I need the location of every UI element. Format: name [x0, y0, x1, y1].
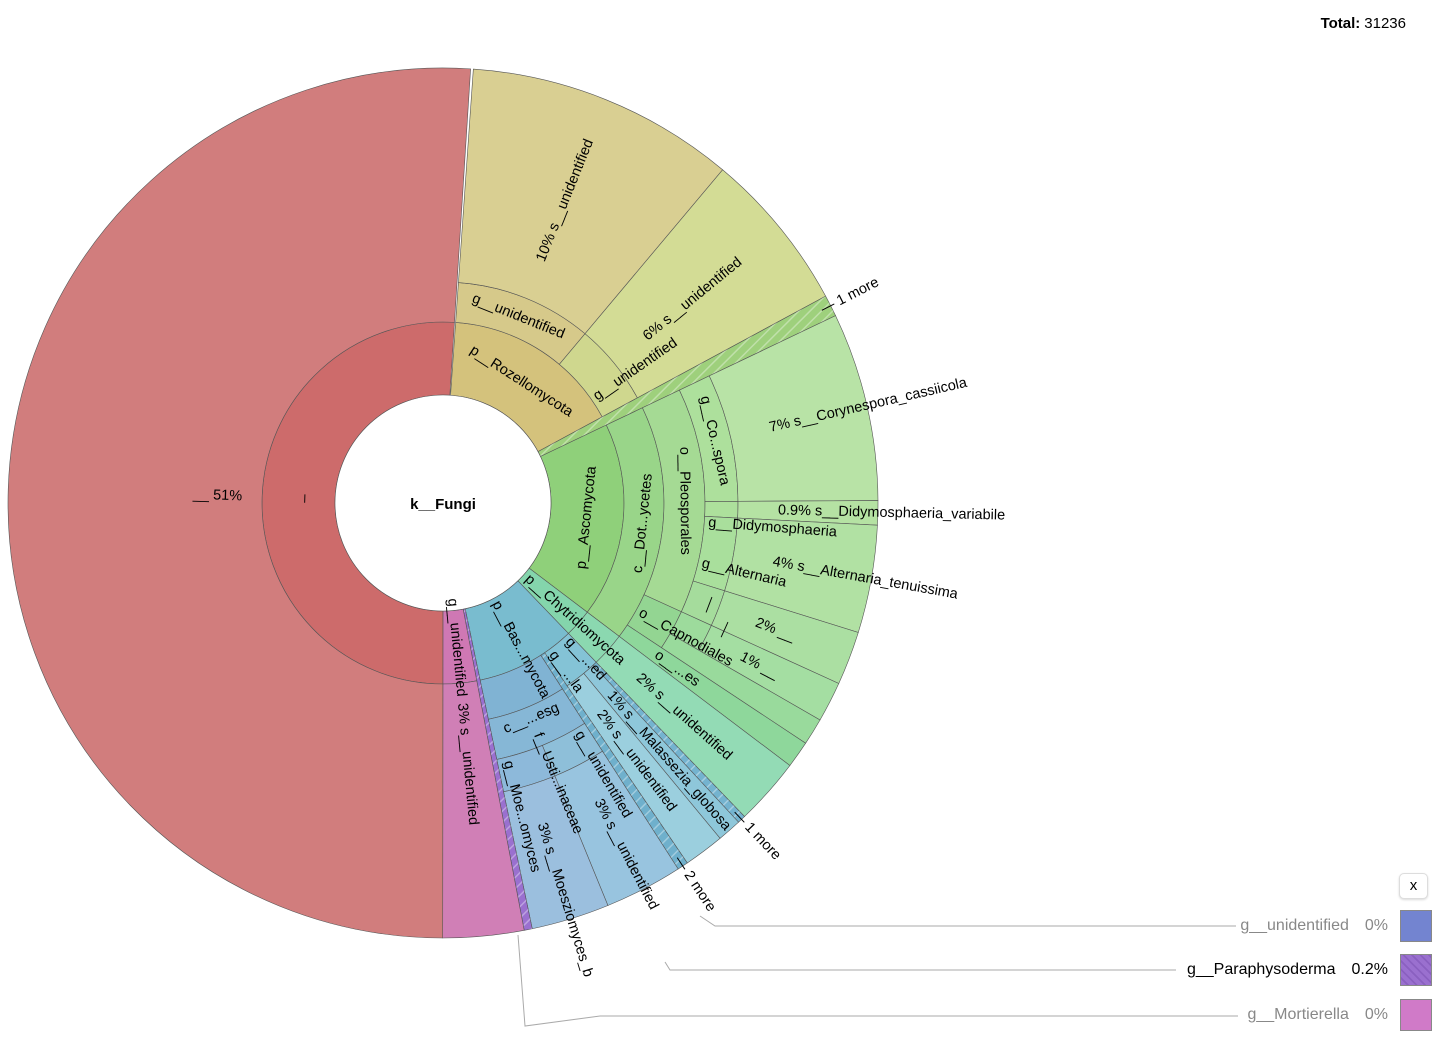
- more-label: 1 more: [741, 820, 784, 864]
- callout-line: [699, 915, 1236, 927]
- legend-item-name: g__Paraphysoderma: [1186, 961, 1336, 978]
- callout-line: [517, 934, 1238, 1027]
- legend-item[interactable]: g__Mortierella 0%: [1247, 998, 1432, 1032]
- node-label: __: [708, 616, 730, 639]
- more-tick: [734, 811, 745, 823]
- total-value: 31236: [1364, 15, 1406, 32]
- legend-item-pct: 0%: [1364, 917, 1388, 934]
- hatch-overlay: [538, 296, 836, 457]
- more-label: 1 more: [834, 274, 881, 309]
- legend-swatch: [1400, 954, 1432, 986]
- hatch-overlay: [463, 608, 533, 931]
- legend-item[interactable]: g__unidentified 0%: [1240, 909, 1432, 943]
- legend-swatch: [1400, 910, 1432, 942]
- legend-item-name: g__Mortierella: [1247, 1006, 1349, 1023]
- legend-swatch: [1400, 999, 1432, 1031]
- more-tick: [821, 303, 835, 311]
- node-label: _: [290, 493, 306, 504]
- legend-callout-lines: [517, 915, 1238, 1027]
- hatch-overlay: [593, 662, 745, 823]
- leaf-label: 0.9% s__Didymosphaeria_variabile: [778, 502, 1006, 523]
- more-label: 2 more: [681, 868, 719, 914]
- node-label: o__Pleosporales: [676, 447, 693, 555]
- legend-item-pct: 0%: [1364, 1006, 1388, 1023]
- hatch-overlay: [540, 652, 688, 869]
- node-label: __: [692, 591, 713, 614]
- root-label: k__Fungi: [410, 496, 476, 513]
- legend-item-name: g__unidentified: [1240, 917, 1349, 934]
- segment-unnamed[interactable]: [7, 67, 471, 939]
- legend-item[interactable]: g__Paraphysoderma 0.2%: [1187, 953, 1432, 987]
- legend-item-pct: 0.2%: [1351, 961, 1388, 978]
- total-label: Total:: [1320, 15, 1361, 32]
- total-count: Total: 31236: [1321, 15, 1406, 32]
- leaf-label: __ 51%: [192, 487, 243, 505]
- more-tick: [676, 857, 686, 870]
- close-legend-button[interactable]: x: [1399, 873, 1428, 899]
- callout-line: [664, 961, 1176, 971]
- center-hole[interactable]: [334, 394, 552, 612]
